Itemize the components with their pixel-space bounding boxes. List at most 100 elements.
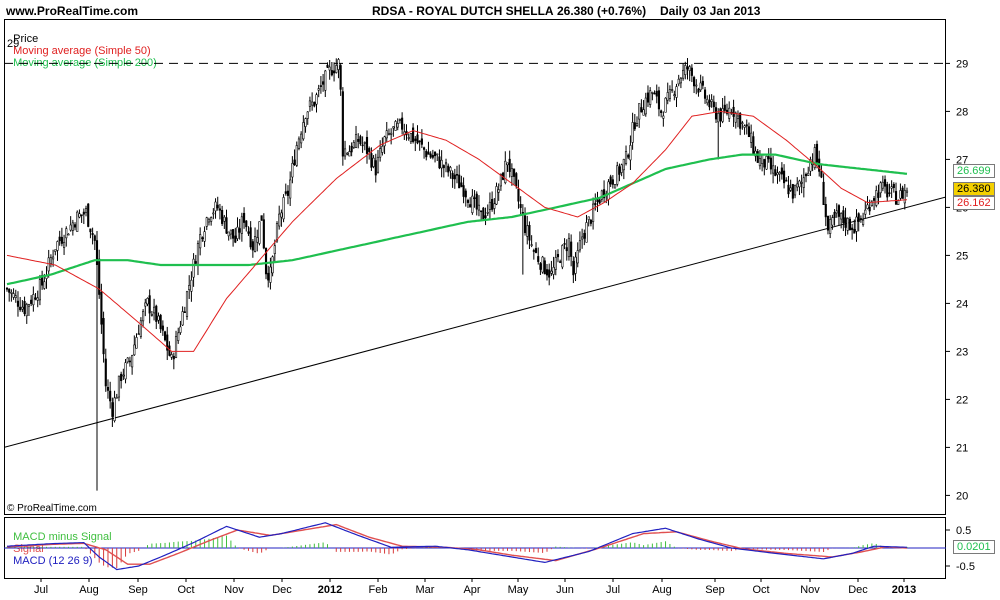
candle-body (785, 179, 788, 182)
candle-body (534, 248, 538, 253)
candle-body (466, 200, 470, 203)
candle-body (196, 243, 200, 266)
candle-body (117, 375, 121, 398)
candle-body (703, 89, 707, 99)
price-panel[interactable] (4, 19, 946, 515)
candle-body (772, 165, 775, 174)
candle-body (510, 168, 513, 177)
time-axis-label: Aug (79, 584, 99, 596)
candle-body (857, 213, 860, 222)
candle-body (473, 197, 476, 200)
candle-body (583, 232, 586, 239)
candle-body (578, 240, 581, 251)
candle-body (894, 191, 898, 205)
candle-body (295, 145, 298, 166)
candle-body (203, 231, 206, 242)
candle-body (682, 69, 685, 79)
candle-body (157, 315, 160, 321)
candle-body (572, 260, 575, 276)
candle-body (829, 219, 832, 234)
candle-body (662, 115, 665, 119)
candle-body (58, 236, 61, 242)
candle-body (787, 184, 790, 195)
candle-body (460, 182, 463, 187)
candle-body (802, 177, 805, 188)
candle-body (541, 256, 544, 273)
candle-body (286, 190, 290, 196)
candle-body (859, 218, 862, 220)
candle-body (873, 198, 876, 201)
price-axis-label: 20 (956, 490, 968, 502)
candle-body (409, 133, 412, 143)
time-axis-label: Aug (652, 584, 672, 596)
candle-body (52, 256, 55, 260)
candle-body (809, 159, 812, 172)
site-name[interactable]: www.ProRealTime.com (6, 4, 139, 18)
candle-body (732, 106, 735, 117)
candle-body (304, 118, 307, 127)
candle-body (245, 220, 248, 228)
candle-body (407, 137, 410, 139)
candle-body (899, 190, 902, 199)
candle-body (396, 123, 399, 128)
candle-body (269, 266, 272, 283)
candle-body (289, 179, 292, 199)
candle-body (216, 204, 219, 209)
candle-body (359, 136, 362, 145)
candle-body (232, 229, 235, 239)
candle-body (616, 165, 619, 185)
candle-body (420, 138, 423, 145)
candle-body (675, 86, 678, 98)
candle-body (486, 212, 489, 214)
candle-body (598, 199, 601, 204)
candle-body (163, 331, 167, 341)
candle-body (111, 402, 114, 417)
candle-body (192, 258, 195, 278)
price-axis-label: 29 (956, 58, 968, 70)
candle-body (901, 187, 904, 199)
candle-body (144, 302, 147, 307)
candle-body (701, 80, 704, 86)
candle-body (513, 168, 516, 177)
candle-body (190, 279, 193, 292)
candle-body (383, 136, 386, 147)
candle-body (243, 212, 246, 223)
candle-body (868, 206, 871, 212)
candle-body (23, 301, 26, 315)
candle-body (370, 153, 373, 168)
candle-body (201, 237, 204, 239)
candle-body (769, 157, 772, 170)
candle-body (333, 70, 336, 74)
candle-body (12, 293, 15, 298)
candle-body (170, 354, 173, 358)
time-axis-label: Oct (177, 584, 194, 596)
macd-chart-svg (4, 522, 946, 571)
candle-body (897, 200, 900, 205)
candle-body (699, 82, 702, 91)
candle-body (528, 224, 531, 241)
time-axis-label: 2013 (892, 584, 916, 596)
candle-body (693, 77, 696, 87)
candle-body (833, 211, 836, 218)
candle-body (69, 224, 72, 231)
price-axis-label: 23 (956, 346, 968, 358)
candle-body (686, 66, 689, 70)
candle-body (714, 107, 718, 120)
candle-body (381, 145, 384, 153)
candle-body (635, 123, 639, 127)
candle-body (387, 133, 391, 135)
candle-body (688, 66, 691, 71)
period-label: Daily (660, 4, 689, 18)
candle-body (554, 257, 557, 270)
candle-body (791, 184, 794, 199)
candle-body (594, 202, 597, 206)
time-axis: Jul Aug Sep Oct Nov Dec 2012 Feb Mar Apr May Jun Jul… (34, 579, 916, 596)
candle-body (504, 160, 507, 183)
candle-body (723, 104, 726, 111)
candle-body (394, 121, 397, 131)
candle-body (159, 314, 162, 330)
candle-body (477, 204, 481, 211)
candle-body (67, 233, 70, 236)
time-axis-label: Feb (369, 584, 388, 596)
candle-body (10, 291, 13, 294)
